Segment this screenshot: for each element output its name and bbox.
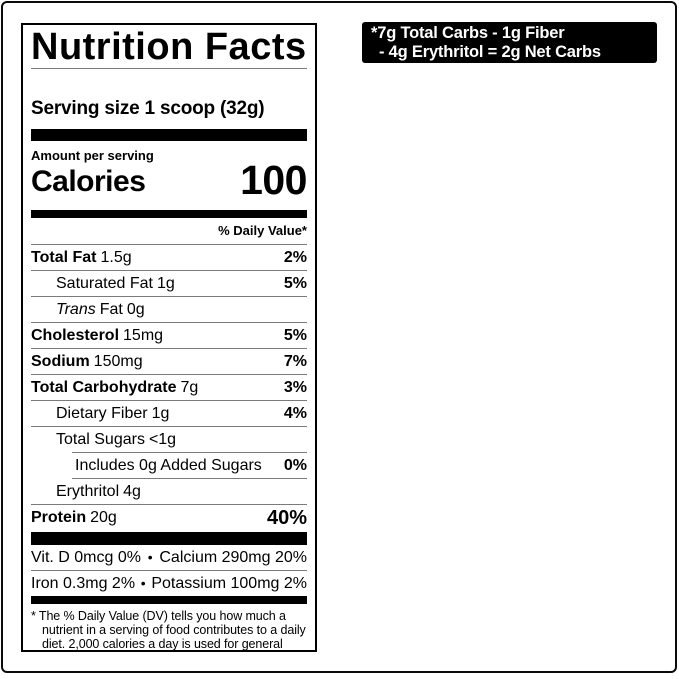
nutrient-row-dietary-fiber: Dietary Fiber 1g 4%: [31, 401, 307, 427]
nutrient-row-added-sugars: Includes 0g Added Sugars 0%: [72, 451, 307, 479]
nutrient-dv: 5%: [283, 326, 307, 344]
nutrient-amount: 20g: [90, 508, 117, 526]
separator-bar-medium: [31, 209, 307, 218]
nutrient-name: Cholesterol: [31, 326, 120, 344]
nutrient-name: Includes 0g Added Sugars: [75, 456, 262, 474]
nutrient-name: Erythritol: [56, 482, 120, 500]
nutrient-amount: 7g: [180, 378, 199, 396]
nutrient-dv: 3%: [283, 378, 307, 396]
nutrient-name: Total Carbohydrate: [31, 378, 177, 396]
nutrient-dv: 7%: [283, 352, 307, 370]
nutrition-facts-label: Nutrition Facts Serving size 1 scoop (32…: [21, 23, 317, 652]
bullet-separator: •: [140, 574, 146, 591]
nutrient-amount: 1g: [151, 404, 170, 422]
nutrient-row-protein: Protein 20g 40%: [31, 505, 307, 530]
nutrient-amount: 1.5g: [100, 248, 132, 266]
calories-value: 100: [240, 157, 307, 204]
net-carbs-line-1: *7g Total Carbs - 1g Fiber: [371, 24, 565, 42]
daily-value-footnote: * The % Daily Value (DV) tells you how m…: [31, 604, 307, 652]
nutrient-name: Total Fat: [31, 248, 97, 266]
calories-label: Calories: [31, 164, 146, 198]
serving-size: Serving size 1 scoop (32g): [31, 98, 265, 120]
separator-bar-thick: [31, 129, 307, 142]
nutrient-amount: 1g: [156, 274, 175, 292]
nutrient-dv: 0%: [283, 456, 307, 474]
nutrient-amount: <1g: [148, 430, 177, 448]
nutrient-amount: 15mg: [123, 326, 164, 344]
footnote-text: The % Daily Value (DV) tells you how muc…: [38, 608, 306, 652]
nutrient-name-italic: Trans: [56, 300, 96, 318]
bullet-separator: •: [147, 548, 153, 565]
nutrient-dv: 4%: [283, 404, 307, 422]
calories-row: Calories 100: [31, 157, 307, 204]
nutrient-name: Total Sugars: [56, 430, 145, 448]
nutrient-name: Sodium: [31, 352, 90, 370]
net-carbs-badge: *7g Total Carbs - 1g Fiber - 4g Erythrit…: [362, 22, 657, 63]
separator-bar-medium: [31, 595, 307, 604]
nutrient-row-total-sugars: Total Sugars <1g: [31, 427, 307, 452]
nutrient-row-cholesterol: Cholesterol 15mg 5%: [31, 323, 307, 349]
nutrient-name: Fat: [99, 300, 123, 318]
micronutrient-calcium: Calcium 290mg 20%: [159, 548, 307, 566]
nutrient-row-saturated-fat: Saturated Fat 1g 5%: [31, 271, 307, 297]
nutrient-row-total-carbohydrate: Total Carbohydrate 7g 3%: [31, 375, 307, 401]
micronutrient-potassium: Potassium 100mg 2%: [151, 574, 307, 592]
micronutrient-vitd: Vit. D 0mcg 0%: [31, 548, 141, 566]
micronutrient-iron: Iron 0.3mg 2%: [31, 574, 136, 592]
nutrient-dv: 5%: [283, 274, 307, 292]
amount-per-serving-label: Amount per serving: [31, 148, 154, 164]
nutrient-row-trans-fat: Trans Fat 0g: [31, 297, 307, 323]
nutrient-amount: 4g: [123, 482, 141, 500]
nutrient-name: Protein: [31, 508, 87, 526]
nutrient-row-total-fat: Total Fat 1.5g 2%: [31, 245, 307, 271]
nutrient-row-sodium: Sodium 150mg 7%: [31, 349, 307, 375]
net-carbs-line-2: - 4g Erythritol = 2g Net Carbs: [379, 43, 601, 62]
footnote-marker: *: [31, 608, 36, 623]
nutrient-amount: 150mg: [93, 352, 143, 370]
nutrient-dv: 40%: [266, 506, 307, 529]
daily-value-header: % Daily Value*: [31, 218, 307, 245]
micronutrient-row-1: Vit. D 0mcg 0% • Calcium 290mg 20%: [31, 545, 307, 571]
nutrient-amount: 0g: [126, 300, 145, 318]
nutrient-name: Saturated Fat: [56, 274, 153, 292]
nutrient-name: Dietary Fiber: [56, 404, 148, 422]
nutrient-row-erythritol: Erythritol 4g: [31, 479, 307, 505]
micronutrient-row-2: Iron 0.3mg 2% • Potassium 100mg 2%: [31, 571, 307, 596]
nutrient-dv: 2%: [283, 248, 307, 266]
label-title: Nutrition Facts: [31, 26, 307, 70]
separator-bar-thick: [31, 531, 307, 545]
